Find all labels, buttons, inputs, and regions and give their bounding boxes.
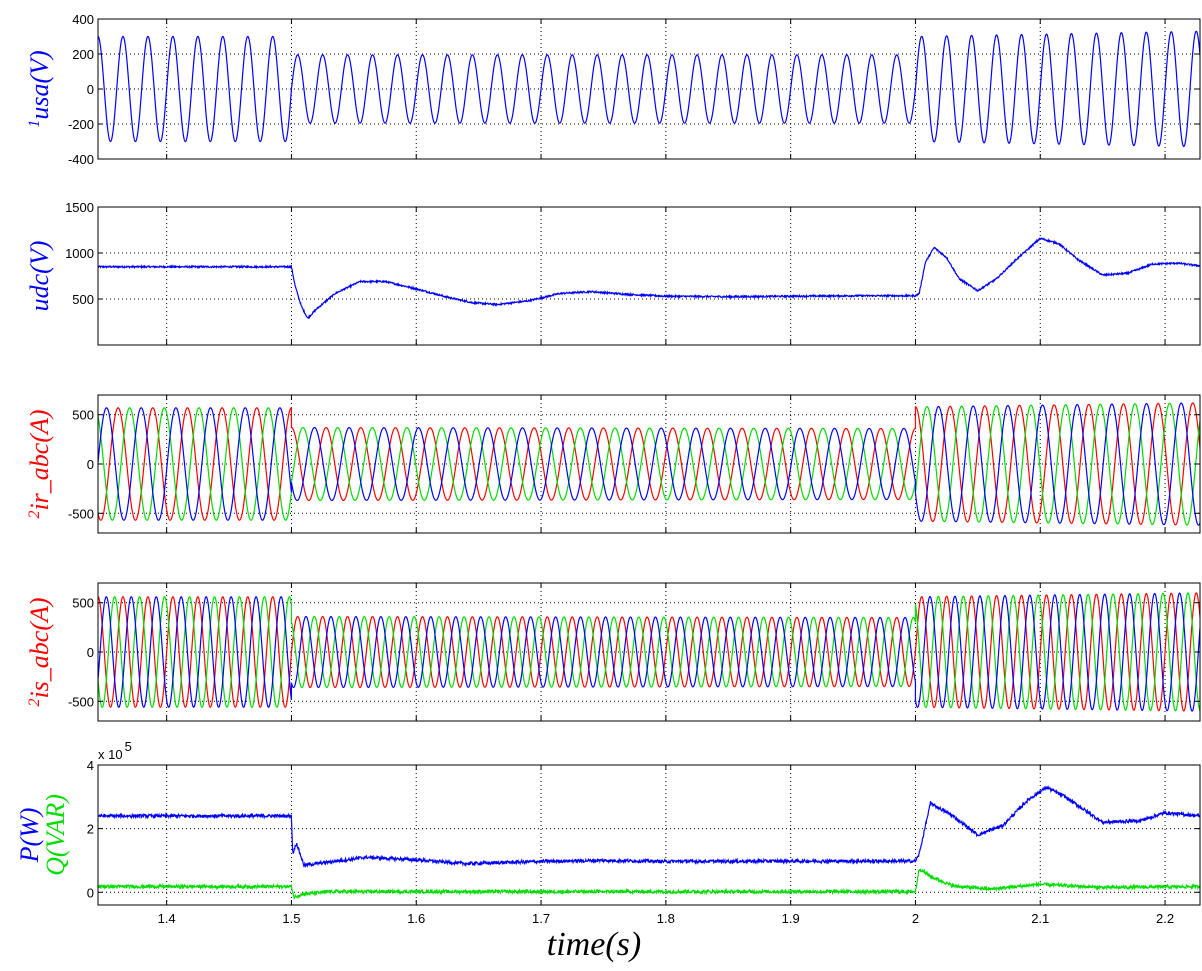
x-tick-label: 1.4 [158, 911, 176, 926]
x-tick-label: 1.6 [407, 911, 425, 926]
y-tick-label: -500 [68, 694, 94, 709]
y-exponent-label: x 105 [98, 739, 132, 762]
y-tick-label: 500 [72, 292, 94, 307]
series-line-2 [98, 402, 1200, 526]
y-axis-label: 2is_abc(A) [25, 597, 54, 706]
series-line-1 [98, 402, 1200, 526]
x-axis-label: time(s) [547, 926, 641, 963]
y-axis-label-2: Q(VAR) [41, 794, 70, 876]
x-tick-label: 1.9 [782, 911, 800, 926]
y-tick-label: 4 [87, 758, 94, 773]
y-tick-label: 400 [72, 12, 94, 27]
y-tick-label: 500 [72, 408, 94, 423]
y-tick-label: -400 [68, 152, 94, 167]
y-tick-label: 0 [87, 82, 94, 97]
panel-3: -500 0 500 2ir_abc(A) [25, 394, 1201, 534]
series-line-1 [98, 237, 1200, 320]
axes-box [97, 764, 1201, 906]
series-line-2 [98, 868, 1200, 901]
series-group [98, 30, 1200, 148]
y-tick-label: 200 [72, 47, 94, 62]
panel-4: -500 0 500 2is_abc(A) [25, 582, 1201, 722]
x-tick-label: 2 [912, 911, 919, 926]
series-group [98, 784, 1200, 901]
y-axis-label: udc(V) [25, 241, 54, 312]
series-line-1 [98, 592, 1200, 712]
panel-5: 1.4 1.5 1.6 1.7 1.8 1.9 2 2.1 2.2 0 2 4 x 105 P(W)Q(V… [15, 739, 1201, 926]
y-tick-label: 0 [87, 645, 94, 660]
series-line-1 [98, 784, 1200, 869]
y-axis-label: 2ir_abc(A) [25, 409, 54, 518]
y-axis-label: P(W) [15, 808, 44, 864]
series-line-3 [98, 592, 1200, 712]
x-tick-label: 1.8 [657, 911, 675, 926]
y-tick-label: 500 [72, 596, 94, 611]
x-tick-label: 2.1 [1031, 911, 1049, 926]
axes-box [97, 206, 1201, 346]
y-tick-label: 1500 [65, 200, 94, 215]
series-group [98, 402, 1200, 526]
x-tick-label: 1.7 [532, 911, 550, 926]
panel-1: -400 -200 0 200 400 1usa(V) [25, 12, 1201, 167]
panel-2: 500 1000 1500 udc(V) [25, 200, 1201, 346]
y-tick-label: 0 [87, 457, 94, 472]
y-axis-label: 1usa(V) [25, 50, 54, 127]
series-line-1 [98, 30, 1200, 148]
y-tick-label: -200 [68, 117, 94, 132]
x-tick-label: 2.2 [1156, 911, 1174, 926]
y-tick-label: 1000 [65, 246, 94, 261]
series-group [98, 592, 1200, 712]
y-tick-label: -500 [68, 506, 94, 521]
series-group [98, 237, 1200, 320]
series-line-3 [98, 402, 1200, 526]
panels: -400-20002004001usa(V)50010001500udc(V)-… [15, 12, 1201, 926]
y-tick-label: 2 [87, 822, 94, 837]
x-tick-label: 1.5 [282, 911, 300, 926]
y-tick-label: 0 [87, 885, 94, 900]
series-line-2 [98, 592, 1200, 712]
